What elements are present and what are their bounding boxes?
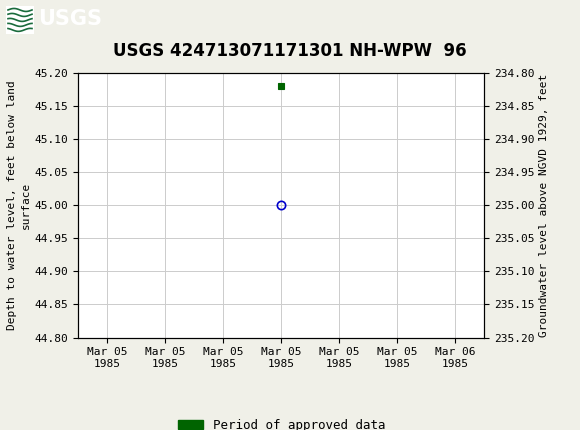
Y-axis label: Groundwater level above NGVD 1929, feet: Groundwater level above NGVD 1929, feet [539, 74, 549, 337]
Text: USGS: USGS [38, 9, 102, 29]
Legend: Period of approved data: Period of approved data [172, 414, 390, 430]
Text: USGS 424713071171301 NH-WPW  96: USGS 424713071171301 NH-WPW 96 [113, 42, 467, 60]
Y-axis label: Depth to water level, feet below land
surface: Depth to water level, feet below land su… [8, 80, 31, 330]
Bar [6, 6, 34, 34]
